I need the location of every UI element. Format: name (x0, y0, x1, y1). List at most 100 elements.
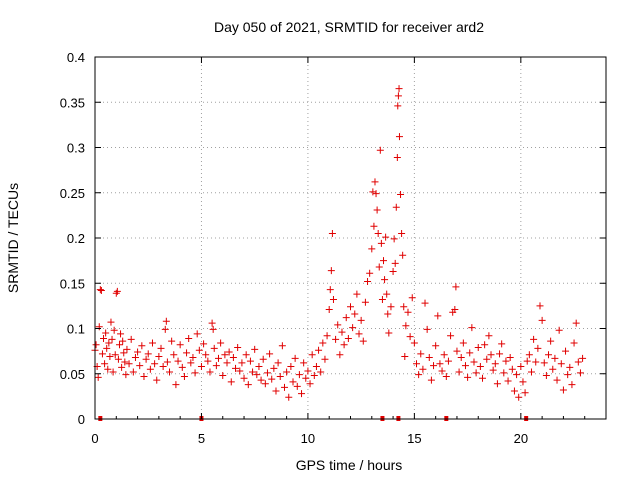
data-point (242, 351, 250, 359)
data-point (111, 351, 119, 359)
data-point (504, 377, 512, 385)
data-point (151, 360, 159, 368)
data-point (355, 330, 363, 338)
data-point (397, 191, 405, 199)
x-tick-label: 0 (91, 431, 98, 446)
data-point (178, 363, 186, 371)
data-point (489, 366, 497, 374)
data-point (393, 153, 401, 161)
data-point (542, 372, 550, 380)
data-point (417, 350, 425, 358)
data-point (551, 354, 559, 362)
data-point (204, 357, 212, 365)
data-point (225, 348, 233, 356)
data-point (287, 363, 295, 371)
data-point (326, 286, 334, 294)
data-point (329, 296, 337, 304)
data-point (562, 347, 570, 355)
data-point (498, 340, 506, 348)
data-point (238, 359, 246, 367)
data-point (118, 363, 126, 371)
data-point (398, 229, 406, 237)
data-point (253, 371, 261, 379)
data-point (534, 344, 542, 352)
data-point (549, 365, 557, 373)
data-point (390, 235, 398, 243)
data-point (102, 329, 110, 337)
data-point (327, 267, 335, 275)
data-point (174, 357, 182, 365)
data-point (351, 310, 359, 318)
data-point (155, 353, 163, 361)
data-point (476, 363, 484, 371)
data-point (391, 259, 399, 267)
data-point (223, 359, 231, 367)
data-point (425, 353, 433, 361)
data-point (510, 387, 518, 395)
data-point (255, 363, 263, 371)
x-tick-label: 15 (407, 431, 421, 446)
data-point (359, 337, 367, 345)
data-point (576, 369, 584, 377)
data-point (334, 321, 342, 329)
data-point (200, 340, 208, 348)
data-point (572, 319, 580, 327)
data-point (304, 367, 312, 375)
data-point (423, 325, 431, 333)
data-point (372, 190, 380, 198)
data-point (384, 310, 392, 318)
data-point (142, 355, 150, 363)
data-point (370, 222, 378, 230)
data-point (208, 319, 216, 327)
data-point (555, 326, 563, 334)
data-point (521, 389, 529, 397)
data-point (289, 378, 297, 386)
data-point (466, 349, 474, 357)
data-point (285, 393, 293, 401)
y-tick-label: 0.3 (67, 141, 85, 156)
data-point (278, 342, 286, 350)
data-point (402, 322, 410, 330)
data-point (395, 85, 403, 93)
data-point (442, 372, 450, 380)
data-point (344, 334, 352, 342)
data-point (357, 316, 365, 324)
data-point (283, 368, 291, 376)
data-point (513, 371, 521, 379)
data-point (395, 133, 403, 141)
data-point (106, 353, 114, 361)
data-point (455, 368, 463, 376)
x-tick-label: 5 (198, 431, 205, 446)
data-point (540, 359, 548, 367)
data-point (291, 354, 299, 362)
data-point (295, 371, 303, 379)
data-point (525, 351, 533, 359)
data-point (574, 358, 582, 366)
data-point (176, 341, 184, 349)
data-point (485, 332, 493, 340)
data-point (496, 350, 504, 358)
data-point (101, 360, 109, 368)
data-point (564, 371, 572, 379)
data-point (293, 382, 301, 390)
data-point (113, 287, 121, 295)
data-point (538, 316, 546, 324)
data-point (321, 355, 329, 363)
data-point (115, 341, 123, 349)
data-point (276, 372, 284, 380)
data-point (94, 373, 102, 381)
data-point (202, 351, 210, 359)
data-point (98, 350, 106, 358)
chart-title: Day 050 of 2021, SRMTID for receiver ard… (214, 19, 484, 35)
data-point (382, 233, 390, 241)
data-point (157, 344, 165, 352)
data-point (268, 375, 276, 383)
data-point (570, 339, 578, 347)
data-point (325, 305, 333, 313)
data-point (328, 229, 336, 237)
data-point (389, 267, 397, 275)
data-point (161, 325, 169, 333)
data-point (479, 374, 487, 382)
x-tick-label: 20 (514, 431, 528, 446)
data-point (146, 365, 154, 373)
